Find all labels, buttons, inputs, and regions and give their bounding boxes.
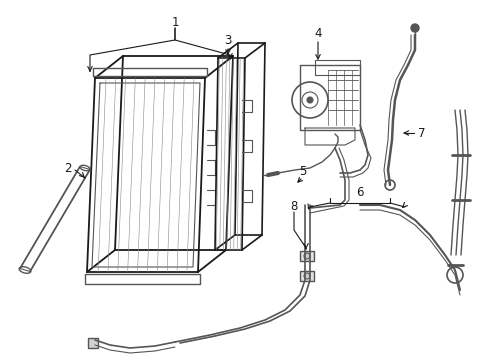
Circle shape [304,273,309,279]
Bar [299,271,313,281]
Text: 6: 6 [356,185,363,198]
Circle shape [410,24,418,32]
Text: 2: 2 [64,162,72,175]
Text: 4: 4 [314,27,321,40]
Circle shape [306,97,312,103]
Text: 7: 7 [417,126,425,140]
Text: 3: 3 [224,33,231,46]
Ellipse shape [80,165,90,171]
Circle shape [304,253,309,259]
Text: 1: 1 [171,15,179,28]
Bar [314,60,359,75]
Bar [88,338,98,348]
Bar [299,251,313,261]
Text: 5: 5 [299,165,306,177]
Text: 8: 8 [290,199,297,212]
